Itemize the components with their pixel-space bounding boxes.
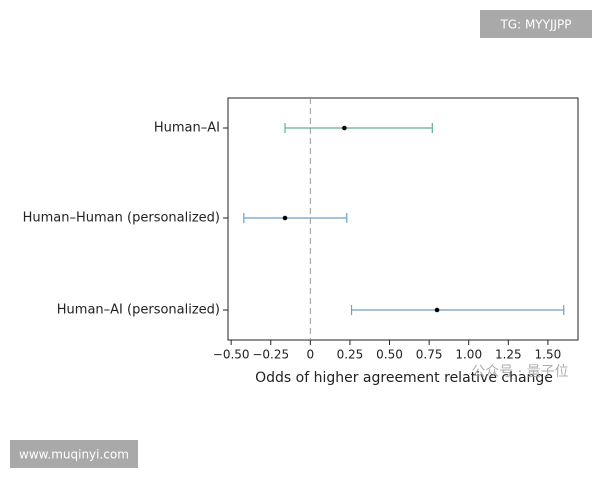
x-tick-label: 0.75: [416, 348, 443, 362]
point: [282, 215, 288, 221]
watermark-bottom: www.muqinyi.com: [19, 448, 129, 462]
point: [434, 307, 440, 313]
x-tick-label: 0: [307, 348, 315, 362]
x-tick-label: 1.50: [535, 348, 562, 362]
watermark-box: [480, 10, 592, 38]
category-label: Human–AI (personalized): [57, 303, 220, 318]
watermark-overlay: 公众号 · 量子位: [471, 364, 568, 380]
x-tick-label: −0.25: [252, 348, 289, 362]
watermark-top: TG: MYYJJPP: [499, 18, 571, 32]
x-axis-label: Odds of higher agreement relative change: [255, 370, 553, 386]
x-tick-label: 1.25: [495, 348, 522, 362]
x-tick-label: 1.00: [455, 348, 482, 362]
point: [342, 125, 347, 131]
category-label: Human–AI: [154, 121, 220, 136]
watermark-box: [10, 440, 138, 468]
x-tick-label: −0.50: [213, 348, 250, 362]
x-tick-label: 0.50: [376, 348, 403, 362]
category-label: Human–Human (personalized): [23, 211, 220, 226]
plot-frame: [227, 97, 579, 341]
x-tick-label: 0.25: [337, 348, 364, 362]
